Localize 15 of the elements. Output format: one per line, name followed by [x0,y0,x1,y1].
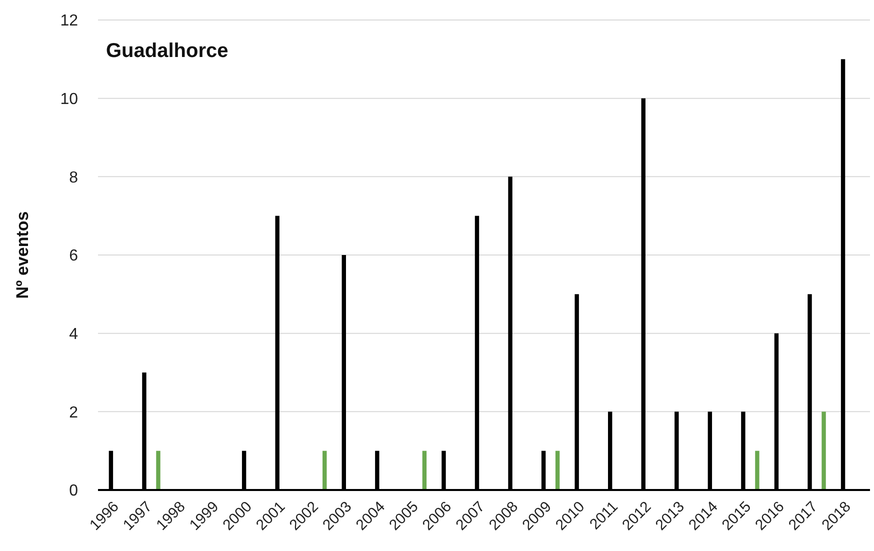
bar [422,450,427,490]
y-tick-label: 0 [69,482,78,500]
y-tick-label: 6 [69,248,78,265]
bar [755,450,760,490]
bar [156,450,160,490]
y-tick-label: 10 [60,90,78,108]
y-axis-title: Nº eventos [13,211,32,299]
bar [822,412,826,490]
y-tick-label: 2 [69,404,78,422]
y-tick-label: 12 [60,12,78,30]
y-tick-label: 4 [69,326,78,343]
bar [555,450,560,490]
bar [322,450,327,490]
y-tick-label: 8 [69,169,78,186]
text: Guadalhorce [106,40,228,62]
